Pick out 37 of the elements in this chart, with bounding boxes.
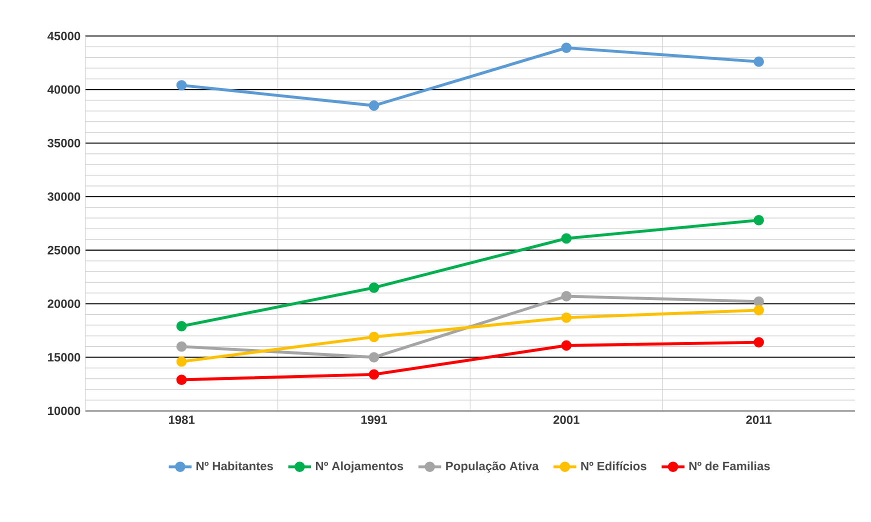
point (754, 337, 764, 348)
point (176, 342, 187, 352)
y-tick-label: 10000 (48, 406, 80, 416)
point (368, 282, 380, 294)
point (754, 305, 764, 316)
y-tick-label: 30000 (48, 192, 80, 202)
point (368, 100, 380, 112)
point (561, 312, 572, 324)
x-tick-label: 2011 (746, 416, 772, 424)
point (561, 42, 572, 54)
y-tick-label: 40000 (47, 86, 80, 94)
point (176, 80, 187, 91)
y-tick-label: 25000 (48, 246, 80, 255)
y-tick-label: 45000 (47, 32, 80, 40)
point (754, 215, 764, 226)
point (176, 374, 187, 386)
point (754, 56, 764, 68)
x-tick-label: 1991 (361, 416, 387, 424)
point (368, 369, 380, 380)
point (368, 332, 380, 342)
legend-label: Nº Habitantes (196, 462, 273, 471)
y-tick-label: 20000 (48, 300, 80, 308)
point (754, 296, 764, 308)
point (561, 340, 572, 351)
point (561, 233, 572, 244)
point (561, 291, 572, 302)
point (176, 356, 187, 367)
y-tick-label: 35000 (48, 139, 80, 148)
legend-label: Nº de Familias (689, 462, 770, 471)
x-tick-label: 2001 (553, 416, 580, 424)
legend-label: Nº Edifícios (581, 462, 646, 471)
point (368, 352, 380, 363)
legend-label: População Ativa (446, 462, 539, 473)
point (176, 321, 187, 332)
x-tick-label: 1981 (168, 416, 195, 424)
y-tick-label: 15000 (48, 353, 80, 362)
legend-label: Nº Alojamentos (316, 462, 404, 473)
